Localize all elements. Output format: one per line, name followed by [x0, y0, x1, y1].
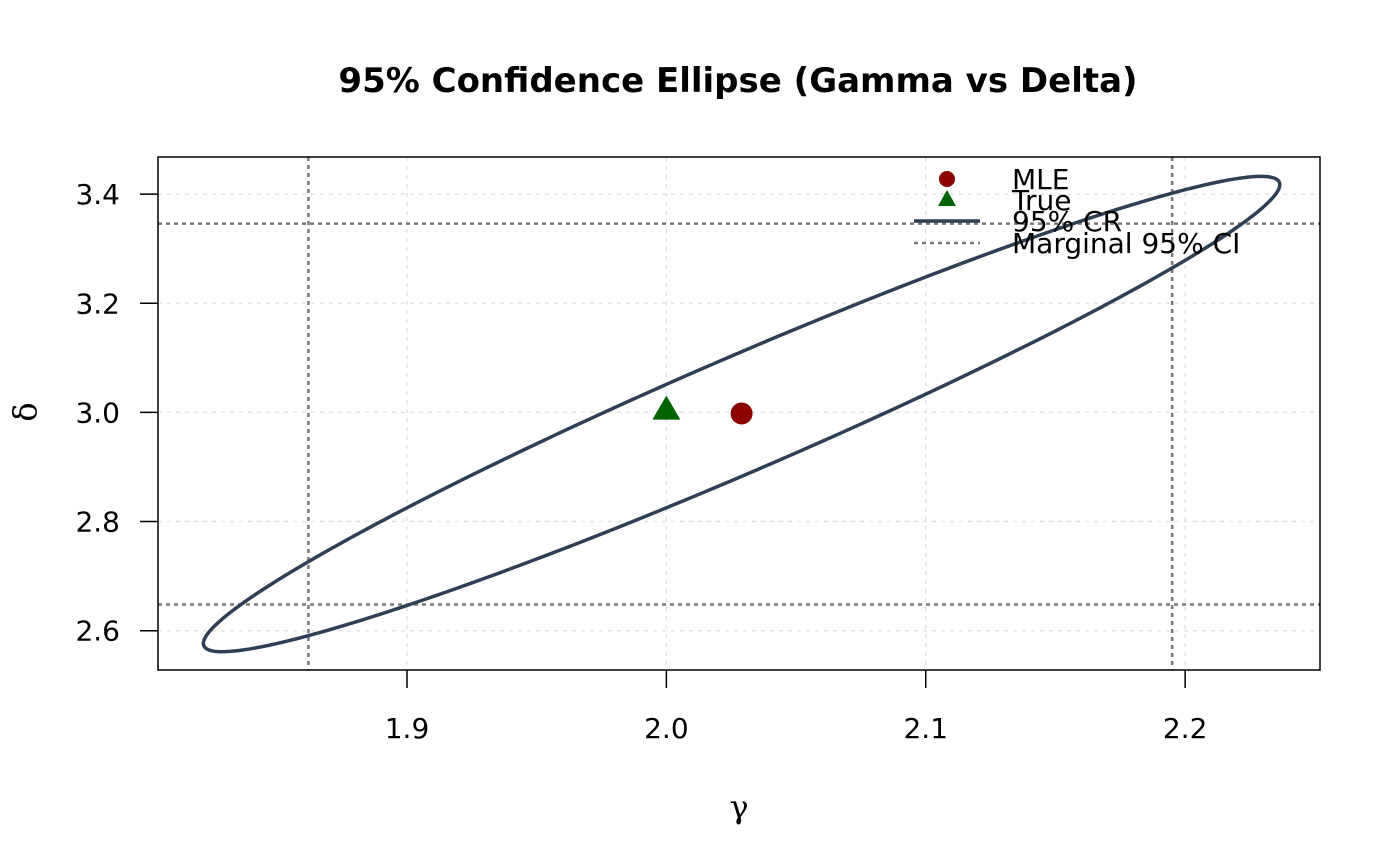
- chart-title: 95% Confidence Ellipse (Gamma vs Delta): [338, 61, 1137, 101]
- y-tick-label: 2.8: [75, 506, 120, 539]
- points: [652, 395, 753, 425]
- x-axis-label: γ: [729, 788, 748, 826]
- legend-label: MLE: [1012, 163, 1069, 196]
- y-tick-label: 3.4: [75, 178, 120, 211]
- confidence-ellipse: [201, 174, 1282, 654]
- x-tick-label: 2.0: [644, 712, 689, 745]
- legend-mle-marker: [939, 171, 955, 187]
- y-tick-label: 3.2: [75, 287, 120, 320]
- y-tick-label: 2.6: [75, 615, 120, 648]
- mle-point: [730, 402, 753, 425]
- axes: 1.9 2.0 2.1 2.2 2.6 2.8 3.0 3.2 3.4: [75, 178, 1207, 745]
- legend-true-marker: [938, 190, 956, 206]
- y-axis-label: δ: [6, 402, 44, 421]
- x-tick-label: 1.9: [385, 712, 430, 745]
- legend-label: 95% CR: [1012, 205, 1122, 238]
- marginal-ci-lines: [158, 157, 1320, 670]
- plot-frame: [157, 156, 1321, 671]
- legend-label: True: [1011, 184, 1071, 217]
- x-tick-label: 2.1: [903, 712, 948, 745]
- true-point: [652, 395, 681, 420]
- x-tick-label: 2.2: [1163, 712, 1208, 745]
- y-tick-label: 3.0: [75, 396, 120, 429]
- legend-label: Marginal 95% CI: [1012, 227, 1240, 260]
